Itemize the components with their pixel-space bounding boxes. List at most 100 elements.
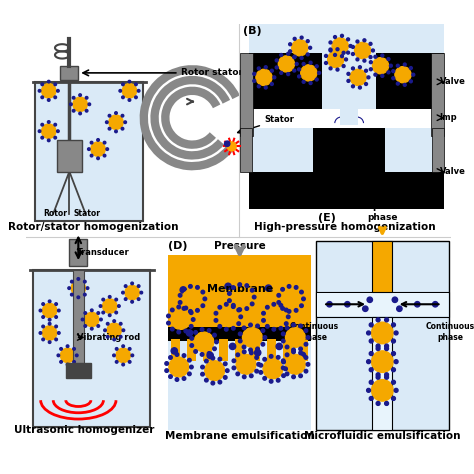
Bar <box>267 339 276 361</box>
Text: Microfluidic emulsification: Microfluidic emulsification <box>304 431 461 441</box>
Circle shape <box>263 359 283 379</box>
Circle shape <box>238 283 242 286</box>
Circle shape <box>392 77 395 80</box>
Circle shape <box>255 356 258 359</box>
Circle shape <box>207 352 211 355</box>
Circle shape <box>392 70 395 73</box>
Circle shape <box>43 326 57 340</box>
Circle shape <box>366 388 371 392</box>
Text: (B): (B) <box>243 26 262 36</box>
Circle shape <box>304 369 308 373</box>
Circle shape <box>253 73 255 75</box>
Circle shape <box>201 304 205 308</box>
Circle shape <box>396 82 399 85</box>
Circle shape <box>363 39 366 42</box>
Circle shape <box>228 299 231 302</box>
Circle shape <box>289 50 292 53</box>
Circle shape <box>309 61 312 64</box>
Circle shape <box>186 330 192 336</box>
Circle shape <box>271 69 273 72</box>
Circle shape <box>300 290 303 294</box>
Circle shape <box>48 341 51 344</box>
Circle shape <box>403 83 406 86</box>
Bar <box>203 339 212 361</box>
Circle shape <box>226 369 229 373</box>
Circle shape <box>188 358 191 362</box>
Circle shape <box>256 69 272 85</box>
Circle shape <box>300 56 303 59</box>
Bar <box>172 339 181 361</box>
Circle shape <box>309 82 312 84</box>
Circle shape <box>232 327 235 330</box>
Circle shape <box>124 285 127 287</box>
Circle shape <box>223 362 227 365</box>
Circle shape <box>329 49 332 52</box>
Circle shape <box>79 94 82 96</box>
Circle shape <box>169 375 172 378</box>
Circle shape <box>41 96 44 99</box>
Circle shape <box>76 163 79 166</box>
Text: Pressure: Pressure <box>214 241 265 251</box>
Circle shape <box>394 388 398 392</box>
Circle shape <box>169 356 172 359</box>
Circle shape <box>272 328 275 331</box>
Circle shape <box>77 278 80 280</box>
Circle shape <box>369 61 372 64</box>
Circle shape <box>214 311 218 315</box>
Circle shape <box>387 58 390 61</box>
Circle shape <box>135 96 137 99</box>
Text: High-pressure homogenization: High-pressure homogenization <box>254 222 436 232</box>
Circle shape <box>99 305 102 307</box>
Circle shape <box>328 51 344 67</box>
Circle shape <box>302 81 305 83</box>
Circle shape <box>392 380 395 384</box>
Circle shape <box>177 330 181 334</box>
Text: Transducer: Transducer <box>76 248 129 257</box>
Circle shape <box>113 338 116 341</box>
Circle shape <box>103 155 106 157</box>
Circle shape <box>128 81 131 83</box>
Circle shape <box>190 344 193 347</box>
Circle shape <box>292 323 295 327</box>
Circle shape <box>372 49 374 52</box>
Circle shape <box>57 332 60 334</box>
Circle shape <box>83 293 86 296</box>
Circle shape <box>194 350 197 353</box>
Circle shape <box>54 96 56 99</box>
Circle shape <box>293 37 296 40</box>
Circle shape <box>376 375 380 379</box>
Circle shape <box>189 284 192 288</box>
Circle shape <box>262 311 265 315</box>
Circle shape <box>390 64 392 67</box>
Circle shape <box>412 73 415 76</box>
Circle shape <box>225 302 228 306</box>
Text: (E): (E) <box>318 213 336 223</box>
Circle shape <box>115 347 118 350</box>
Circle shape <box>57 309 60 312</box>
Circle shape <box>70 147 73 150</box>
Circle shape <box>369 42 372 46</box>
Circle shape <box>97 312 100 314</box>
Circle shape <box>280 54 283 56</box>
Circle shape <box>55 316 57 319</box>
Circle shape <box>55 303 57 305</box>
Circle shape <box>306 40 309 43</box>
Circle shape <box>140 292 143 294</box>
Circle shape <box>293 55 296 58</box>
Bar <box>60 66 78 80</box>
Circle shape <box>75 354 78 356</box>
Circle shape <box>205 361 225 381</box>
Circle shape <box>345 301 350 307</box>
Text: Continuous
phase: Continuous phase <box>290 322 339 342</box>
Circle shape <box>167 314 170 318</box>
Circle shape <box>103 141 106 144</box>
Circle shape <box>184 306 188 310</box>
Circle shape <box>264 86 267 89</box>
Circle shape <box>48 322 51 325</box>
Circle shape <box>276 356 280 359</box>
Circle shape <box>177 305 181 309</box>
Bar <box>73 270 84 365</box>
Bar <box>235 339 244 361</box>
Circle shape <box>395 67 411 83</box>
Circle shape <box>329 67 332 70</box>
